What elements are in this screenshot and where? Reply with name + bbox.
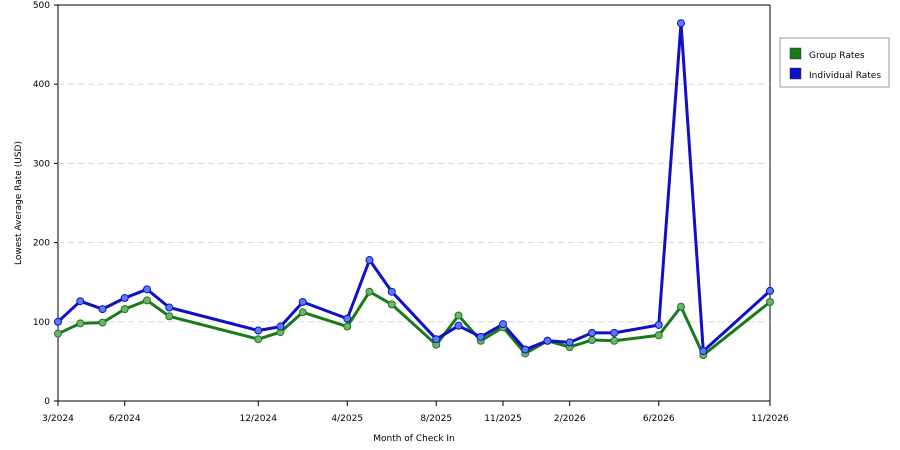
- x-axis-ticks: 3/2024 6/2024 12/2024 4/2025 8/2025 11/2025 2/…: [42, 401, 789, 424]
- y-axis-title: Lowest Average Rate (USD): [14, 141, 24, 265]
- y-tick-label: 300: [33, 159, 50, 169]
- data-point-individual-rates: [298, 298, 307, 306]
- series-line-individual-rates: [56, 21, 772, 353]
- x-axis-title: Month of Check In: [373, 434, 455, 444]
- x-tick-label: 2/2026: [554, 414, 586, 424]
- data-point-group-rates: [588, 336, 596, 345]
- data-point-individual-rates: [120, 294, 129, 303]
- data-point-group-rates: [766, 298, 774, 306]
- data-point-individual-rates: [610, 328, 619, 337]
- x-tick-label: 8/2025: [420, 414, 452, 424]
- x-tick-label: 12/2024: [240, 414, 278, 424]
- data-point-individual-rates: [499, 320, 507, 329]
- data-point-individual-rates: [677, 19, 685, 28]
- data-point-individual-rates: [76, 297, 85, 306]
- x-tick-label: 6/2026: [643, 414, 675, 424]
- data-point-group-rates: [387, 300, 396, 309]
- grid-lines: [58, 83, 770, 323]
- data-point-individual-rates: [588, 328, 596, 337]
- data-point-group-rates: [76, 319, 85, 328]
- y-axis-ticks: 0 100 200 300 400 500: [33, 1, 58, 407]
- data-point-group-rates: [654, 331, 663, 340]
- x-tick-label: 4/2025: [331, 414, 363, 424]
- data-point-individual-rates: [276, 322, 285, 331]
- data-point-individual-rates: [98, 305, 107, 314]
- y-tick-label: 0: [44, 397, 50, 407]
- data-point-group-rates: [254, 335, 263, 344]
- data-point-individual-rates: [143, 285, 151, 294]
- data-point-group-rates: [143, 296, 151, 305]
- data-point-individual-rates: [766, 286, 774, 295]
- data-point-group-rates: [165, 312, 174, 321]
- data-point-group-rates: [610, 336, 619, 345]
- data-point-group-rates: [454, 311, 463, 320]
- legend: Group Rates Individual Rates: [779, 37, 890, 88]
- x-tick-label: 6/2024: [109, 414, 141, 424]
- data-point-group-rates: [98, 318, 107, 327]
- y-tick-label: 400: [33, 80, 50, 90]
- data-point-group-rates: [120, 305, 129, 314]
- data-point-group-rates: [365, 287, 374, 296]
- legend-swatch-individual: [789, 67, 802, 80]
- legend-label-group: Group Rates: [809, 51, 865, 61]
- data-point-group-rates: [677, 302, 685, 311]
- x-tick-label: 3/2024: [42, 414, 74, 424]
- data-point-individual-rates: [543, 336, 552, 345]
- series-lines: [54, 19, 774, 360]
- data-point-individual-rates: [365, 256, 374, 265]
- x-tick-label: 11/2026: [751, 414, 789, 424]
- data-point-individual-rates: [565, 338, 574, 347]
- legend-swatch-group: [789, 47, 802, 60]
- y-tick-label: 200: [33, 239, 50, 249]
- data-point-individual-rates: [432, 335, 441, 344]
- data-point-group-rates: [343, 322, 352, 331]
- data-point-group-rates: [298, 308, 307, 317]
- series-line-group-rates: [57, 290, 771, 357]
- data-point-individual-rates: [454, 321, 463, 330]
- data-point-group-rates: [54, 329, 62, 338]
- data-point-individual-rates: [165, 303, 174, 312]
- y-tick-label: 100: [33, 318, 50, 328]
- y-tick-label: 500: [33, 1, 50, 11]
- data-point-individual-rates: [699, 347, 708, 356]
- data-point-individual-rates: [654, 320, 663, 329]
- data-point-individual-rates: [387, 287, 396, 296]
- data-point-individual-rates: [521, 345, 530, 354]
- x-tick-label: 11/2025: [484, 414, 521, 424]
- legend-label-individual: Individual Rates: [809, 71, 881, 81]
- data-point-individual-rates: [54, 317, 62, 326]
- data-point-individual-rates: [343, 314, 352, 323]
- data-point-individual-rates: [254, 326, 263, 335]
- data-point-individual-rates: [476, 332, 485, 341]
